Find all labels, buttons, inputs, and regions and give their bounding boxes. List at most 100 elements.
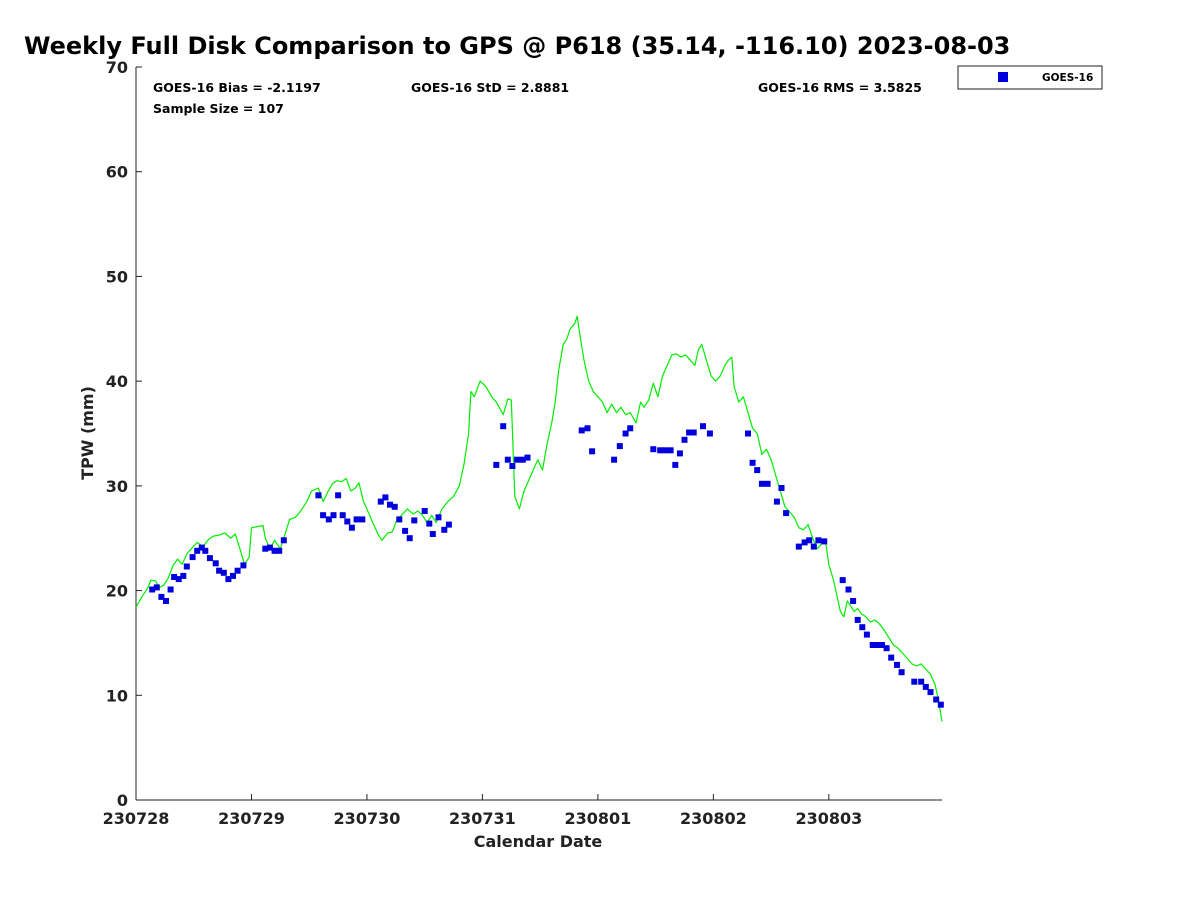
goes-16-point	[335, 492, 342, 499]
goes-16-point	[783, 510, 790, 517]
goes-16-point	[167, 586, 174, 593]
y-tick-label: 20	[106, 582, 128, 601]
goes-16-point	[778, 485, 785, 491]
rms-stat: GOES-16 RMS = 3.5825	[758, 80, 922, 95]
y-axis-label: TPW (mm)	[78, 386, 97, 480]
x-tick-label: 230729	[218, 809, 285, 828]
y-tick-label: 50	[106, 267, 128, 286]
goes-16-point	[353, 516, 360, 523]
x-tick-label: 230803	[795, 809, 862, 828]
goes-16-point	[922, 683, 929, 690]
goes-16-point	[441, 526, 448, 533]
goes-16-point	[863, 631, 870, 638]
goes-16-point	[672, 461, 679, 468]
goes-16-point	[773, 498, 780, 505]
goes-16-point	[429, 531, 436, 537]
goes-16-point	[616, 443, 623, 450]
goes-16-point	[927, 689, 934, 696]
goes-16-point	[359, 516, 366, 523]
goes-16-point	[402, 527, 409, 534]
goes-16-point	[888, 654, 895, 661]
goes-16-point	[869, 642, 876, 648]
goes-16-point	[810, 543, 817, 550]
goes-16-point	[206, 555, 213, 562]
y-tick-label: 40	[106, 372, 128, 391]
goes-16-point	[622, 430, 629, 437]
goes-16-point	[183, 563, 190, 570]
goes-16-point	[519, 456, 526, 463]
goes-16-point	[396, 516, 403, 523]
goes-16-point	[382, 494, 389, 501]
goes-16-point	[234, 567, 241, 574]
goes-16-point	[650, 446, 657, 453]
legend-label: GOES-16	[1042, 72, 1093, 84]
y-tick-label: 70	[106, 58, 128, 77]
goes-16-point	[377, 498, 384, 505]
goes-16-point	[815, 537, 822, 544]
goes-16-point	[879, 642, 885, 648]
goes-16-point	[524, 454, 531, 461]
chart-title: Weekly Full Disk Comparison to GPS @ P61…	[24, 32, 1010, 60]
gps-series	[135, 315, 943, 722]
goes-16-point	[667, 447, 674, 454]
goes-16-series	[149, 423, 944, 708]
goes-16-point	[883, 645, 890, 652]
goes-16-point	[189, 554, 196, 561]
x-tick-label: 230728	[103, 809, 170, 828]
goes-16-point	[387, 501, 393, 508]
legend-marker-icon	[998, 72, 1008, 82]
goes-16-point	[411, 517, 418, 524]
goes-16-point	[801, 539, 808, 546]
goes-16-point	[749, 459, 756, 466]
goes-16-point	[690, 429, 697, 436]
goes-16-point	[661, 447, 668, 454]
goes-16-point	[937, 701, 944, 708]
y-tick-label: 30	[106, 477, 128, 496]
legend: GOES-16	[957, 65, 1103, 90]
goes-16-point	[911, 678, 918, 685]
goes-16-point	[320, 512, 327, 519]
gps-tpw-line	[135, 315, 943, 722]
goes-16-point	[493, 461, 500, 468]
goes-16-point	[700, 423, 706, 430]
goes-16-point	[850, 598, 857, 604]
goes-16-point	[795, 543, 802, 550]
goes-16-point	[821, 538, 828, 545]
goes-16-point	[754, 467, 761, 474]
goes-16-point	[212, 560, 219, 567]
x-tick-label: 230730	[334, 809, 401, 828]
bias-stat: GOES-16 Bias = -2.1197	[153, 80, 321, 95]
goes-16-point	[657, 447, 664, 454]
y-tick-label: 60	[106, 163, 128, 182]
y-tick-label: 0	[117, 791, 128, 810]
goes-16-point	[676, 450, 683, 457]
legend-box	[957, 65, 1103, 90]
y-ticks: 0 10 20 30 40 50 60 70	[106, 58, 142, 810]
goes-16-point	[198, 544, 205, 551]
goes-16-point	[149, 586, 156, 593]
goes-16-point	[330, 512, 337, 519]
goes-16-point	[681, 436, 688, 443]
goes-16-point	[325, 516, 332, 523]
goes-16-point	[315, 492, 322, 499]
goes-16-point	[745, 430, 751, 437]
x-tick-label: 230801	[564, 809, 631, 828]
goes-16-point	[391, 503, 398, 510]
goes-16-point	[175, 576, 182, 583]
goes-16-point	[280, 537, 287, 544]
goes-16-point	[220, 569, 227, 576]
goes-16-point	[271, 547, 278, 554]
goes-16-point	[216, 567, 223, 574]
goes-16-point	[276, 547, 283, 554]
goes-16-point	[163, 598, 169, 604]
goes-16-point	[758, 480, 765, 487]
goes-16-point	[171, 574, 178, 580]
x-tick-label: 230802	[680, 809, 747, 828]
goes-16-point	[686, 429, 693, 436]
goes-16-point	[348, 524, 355, 531]
goes-16-point	[589, 448, 596, 455]
goes-16-point	[266, 544, 273, 551]
goes-16-point	[894, 661, 900, 668]
goes-16-point	[514, 456, 521, 463]
